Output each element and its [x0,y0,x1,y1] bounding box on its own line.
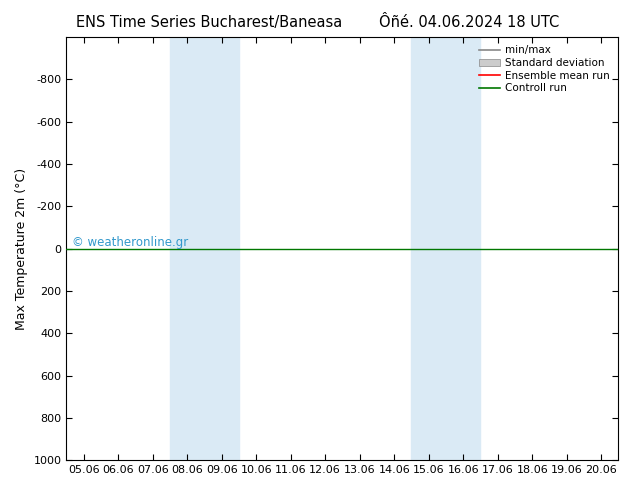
Y-axis label: Max Temperature 2m (°C): Max Temperature 2m (°C) [15,168,28,330]
Legend: min/max, Standard deviation, Ensemble mean run, Controll run: min/max, Standard deviation, Ensemble me… [476,42,613,97]
Text: ENS Time Series Bucharest/Baneasa: ENS Time Series Bucharest/Baneasa [76,15,342,30]
Text: © weatheronline.gr: © weatheronline.gr [72,236,188,248]
Text: Ôñé. 04.06.2024 18 UTC: Ôñé. 04.06.2024 18 UTC [379,15,559,30]
Bar [411,37,481,460]
Bar [170,37,239,460]
